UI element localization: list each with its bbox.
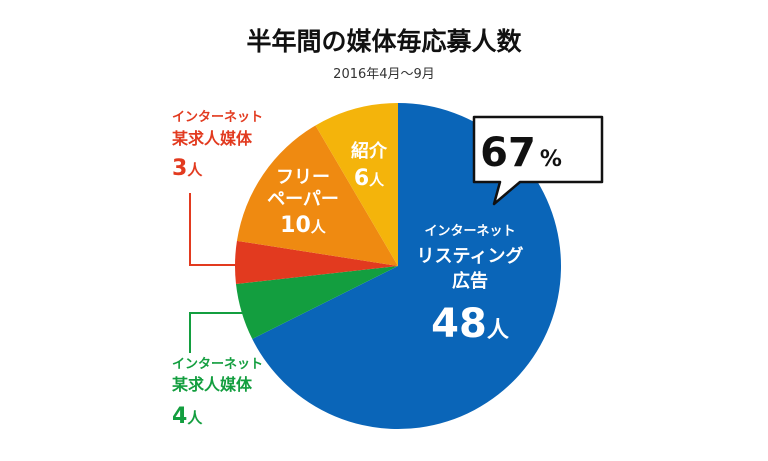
job-red-label-line-2: 某求人媒体	[171, 129, 253, 148]
svg-text:3人: 3人	[172, 156, 203, 181]
listing-label-line-1: インターネット	[424, 224, 515, 239]
slice-label-freepaper: フリー ペーパー 10人	[267, 167, 339, 238]
svg-text:67%: 67%	[480, 130, 562, 176]
leader-line-job-green	[189, 312, 244, 353]
job-green-label-line-2: 某求人媒体	[171, 375, 253, 394]
job-red-label-line-1: インターネット	[172, 110, 263, 125]
pie-slices	[235, 103, 562, 429]
pie-slice-freepaper	[236, 125, 398, 266]
slice-label-referral: 紹介 6人	[351, 140, 388, 191]
job-red-unit: 人	[187, 161, 203, 179]
pie-slice-listing	[252, 103, 562, 429]
referral-label-line-1: 紹介	[351, 140, 388, 162]
job-green-label-line-1: インターネット	[172, 357, 263, 372]
freepaper-unit: 人	[311, 218, 327, 236]
listing-value: 48	[431, 301, 487, 347]
slice-label-job-green: インターネット 某求人媒体 4人	[171, 357, 263, 429]
freepaper-label-line-1: フリー	[276, 167, 330, 188]
callout-value: 67	[480, 130, 536, 176]
pie-slice-referral	[315, 103, 398, 266]
svg-text:48人: 48人	[431, 301, 509, 347]
chart-title: 半年間の媒体毎応募人数	[246, 27, 522, 56]
freepaper-label-line-2: ペーパー	[267, 189, 339, 210]
job-red-value: 3	[172, 156, 187, 181]
referral-value: 6	[354, 166, 369, 191]
job-green-unit: 人	[187, 409, 203, 427]
job-green-value: 4	[172, 404, 187, 429]
slice-label-listing: インターネット リスティング 広告 48人	[417, 224, 524, 347]
svg-text:4人: 4人	[172, 404, 203, 429]
freepaper-value: 10	[280, 213, 311, 238]
svg-text:10人: 10人	[280, 213, 327, 238]
callout-bubble	[472, 115, 604, 206]
leader-line-job-red	[189, 193, 238, 266]
listing-label-line-2: リスティング	[417, 245, 524, 267]
callout-unit: %	[540, 147, 562, 172]
pie-slice-job-red	[235, 240, 398, 284]
slice-label-job-red: インターネット 某求人媒体 3人	[171, 110, 263, 181]
pie-slice-job-green	[236, 266, 398, 340]
listing-label-line-3: 広告	[452, 270, 488, 292]
referral-unit: 人	[369, 171, 385, 189]
svg-text:6人: 6人	[354, 166, 385, 191]
listing-unit: 人	[487, 318, 509, 343]
chart-subtitle: 2016年4月〜9月	[333, 67, 435, 82]
percentage-callout: 67%	[472, 115, 604, 206]
